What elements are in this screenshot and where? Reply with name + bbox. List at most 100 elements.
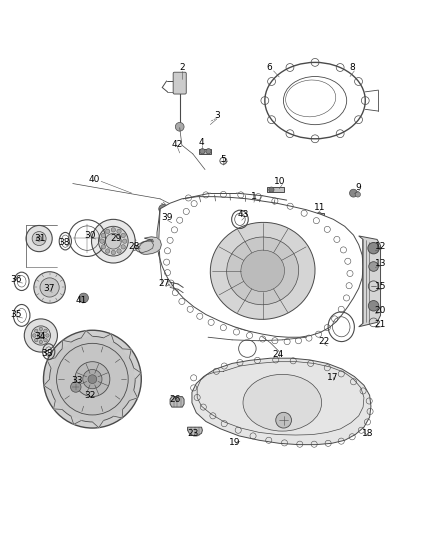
Circle shape	[269, 187, 274, 192]
Text: 5: 5	[220, 155, 226, 164]
Polygon shape	[249, 200, 261, 205]
Text: 4: 4	[199, 138, 205, 147]
Circle shape	[100, 239, 104, 244]
Ellipse shape	[197, 209, 328, 332]
Text: 18: 18	[362, 429, 373, 438]
Circle shape	[49, 336, 135, 422]
Text: 27: 27	[159, 279, 170, 288]
Text: 38: 38	[58, 238, 70, 247]
Circle shape	[123, 239, 127, 244]
Text: 29: 29	[111, 233, 122, 243]
Text: 39: 39	[161, 213, 173, 222]
Circle shape	[34, 272, 65, 303]
Text: 13: 13	[375, 259, 386, 268]
Text: 36: 36	[10, 275, 22, 284]
Polygon shape	[267, 187, 284, 192]
Circle shape	[39, 327, 42, 330]
Circle shape	[369, 262, 378, 271]
Circle shape	[117, 229, 121, 233]
Text: 8: 8	[349, 63, 355, 72]
Text: 6: 6	[266, 63, 272, 72]
Circle shape	[106, 229, 110, 233]
Ellipse shape	[210, 222, 315, 319]
Circle shape	[88, 375, 97, 384]
Circle shape	[46, 334, 49, 337]
Circle shape	[121, 233, 125, 238]
Text: 31: 31	[34, 233, 46, 243]
Circle shape	[35, 338, 38, 342]
Text: 30: 30	[85, 231, 96, 240]
Circle shape	[168, 205, 175, 212]
Text: 23: 23	[187, 429, 198, 438]
Polygon shape	[71, 416, 81, 424]
Polygon shape	[359, 236, 381, 327]
Circle shape	[111, 228, 116, 232]
Polygon shape	[187, 427, 202, 436]
Text: 20: 20	[375, 305, 386, 314]
Polygon shape	[199, 149, 211, 154]
Polygon shape	[157, 197, 363, 337]
Circle shape	[253, 200, 257, 204]
Text: 15: 15	[375, 281, 386, 290]
Circle shape	[106, 249, 110, 253]
Circle shape	[40, 278, 59, 297]
Text: 33: 33	[71, 376, 83, 385]
Text: 1: 1	[251, 192, 257, 201]
Text: 17: 17	[327, 373, 338, 382]
Polygon shape	[44, 379, 51, 390]
Text: 12: 12	[375, 243, 386, 252]
Circle shape	[36, 236, 42, 241]
Circle shape	[175, 123, 184, 131]
Text: 26: 26	[170, 395, 181, 404]
Text: 9: 9	[356, 183, 362, 192]
Circle shape	[44, 329, 47, 333]
Circle shape	[83, 369, 102, 389]
Circle shape	[31, 326, 50, 345]
Circle shape	[44, 338, 47, 342]
Polygon shape	[62, 341, 71, 349]
Polygon shape	[305, 213, 324, 217]
FancyBboxPatch shape	[173, 72, 186, 94]
Ellipse shape	[226, 237, 299, 305]
Circle shape	[111, 251, 116, 255]
Circle shape	[368, 301, 379, 311]
Polygon shape	[114, 409, 123, 418]
Circle shape	[159, 205, 167, 213]
Circle shape	[32, 334, 36, 337]
Circle shape	[39, 340, 42, 344]
Circle shape	[355, 192, 360, 197]
Circle shape	[43, 330, 141, 428]
Polygon shape	[81, 330, 92, 338]
Circle shape	[106, 233, 121, 249]
Ellipse shape	[241, 250, 285, 292]
Text: 19: 19	[229, 438, 240, 447]
Circle shape	[37, 332, 44, 339]
Circle shape	[206, 149, 211, 154]
Text: 35: 35	[10, 310, 22, 319]
Polygon shape	[134, 368, 141, 379]
Polygon shape	[103, 334, 114, 342]
Circle shape	[276, 413, 291, 428]
Circle shape	[200, 149, 205, 154]
Circle shape	[79, 293, 88, 303]
Circle shape	[168, 203, 181, 216]
Text: 24: 24	[272, 350, 283, 359]
Polygon shape	[47, 358, 55, 368]
Circle shape	[101, 245, 106, 249]
Text: 10: 10	[274, 177, 286, 186]
Circle shape	[92, 220, 135, 263]
Circle shape	[317, 212, 322, 217]
Text: 2: 2	[179, 63, 185, 72]
Text: 28: 28	[128, 243, 140, 252]
Circle shape	[57, 343, 128, 415]
Polygon shape	[130, 390, 138, 400]
Text: 40: 40	[89, 175, 100, 184]
Circle shape	[101, 233, 106, 238]
Text: 34: 34	[34, 332, 46, 341]
Circle shape	[32, 231, 46, 246]
Circle shape	[117, 249, 121, 253]
Text: 22: 22	[318, 337, 329, 346]
Polygon shape	[53, 400, 62, 409]
Text: 38: 38	[41, 349, 52, 358]
Circle shape	[350, 189, 357, 197]
